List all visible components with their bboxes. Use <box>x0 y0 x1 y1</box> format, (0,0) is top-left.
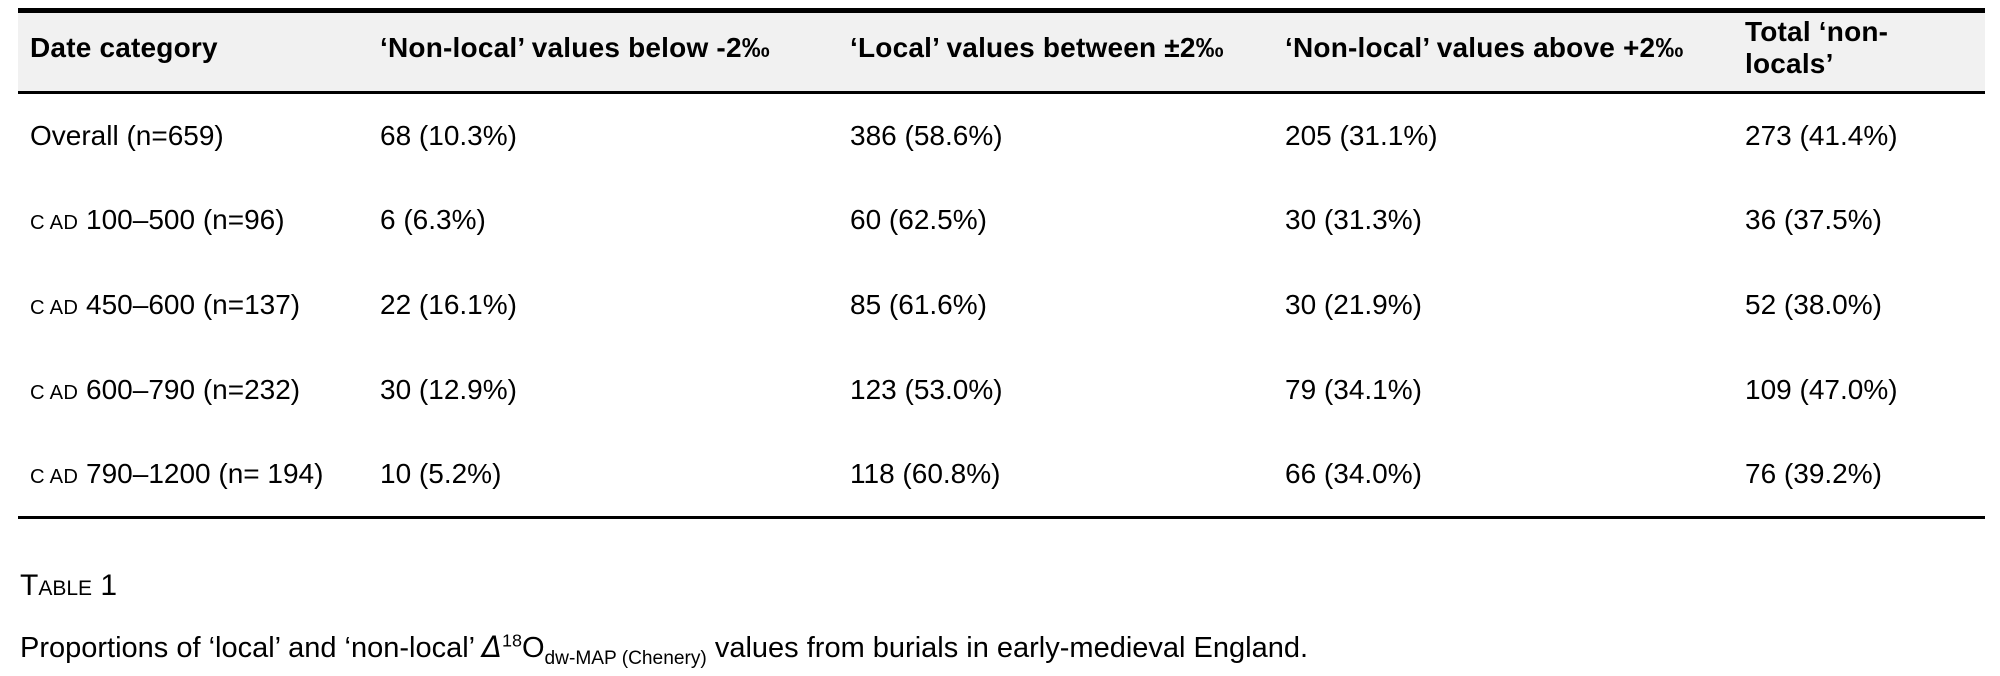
cell-total: 52 (38.0%) <box>1745 289 1882 320</box>
table-caption-text: Proportions of ‘local’ and ‘non-local’ Δ… <box>20 629 1985 669</box>
category-label: 600–790 (n=232) <box>78 374 301 405</box>
row-category: c AD 450–600 (n=137) <box>18 263 368 348</box>
row-category: c AD 600–790 (n=232) <box>18 348 368 433</box>
cell-local: 123 (53.0%) <box>850 374 1003 405</box>
caption-text-after: values from burials in early-medieval En… <box>706 632 1309 664</box>
results-table: Date category ‘Non-local’ values below -… <box>18 8 1985 519</box>
cell-local: 118 (60.8%) <box>850 458 1001 490</box>
column-header-total: Total ‘non-locals’ <box>1745 16 1889 79</box>
circa-prefix: c AD <box>30 382 79 404</box>
table-row-790-1200: c AD 790–1200 (n= 194) 10 (5.2%) 118 (60… <box>18 433 1985 518</box>
category-label: 450–600 (n=137) <box>78 289 301 320</box>
table-row-450-600: c AD 450–600 (n=137) 22 (16.1%) 85 (61.6… <box>18 263 1985 348</box>
row-category: c AD 100–500 (n=96) <box>18 178 368 263</box>
table-body: Overall (n=659) 68 (10.3%) 386 (58.6%) 2… <box>18 93 1985 518</box>
category-label: 790–1200 (n= 194) <box>78 458 324 490</box>
cell-total: 36 (37.5%) <box>1745 204 1882 235</box>
table-row-600-790: c AD 600–790 (n=232) 30 (12.9%) 123 (53.… <box>18 348 1985 433</box>
cell-total: 76 (39.2%) <box>1745 458 1882 490</box>
row-category: Overall (n=659) <box>18 93 368 178</box>
header-row: Date category ‘Non-local’ values below -… <box>18 10 1985 93</box>
isotope-superscript: 18 <box>501 630 522 651</box>
table-caption-label: Table 1 <box>20 569 118 602</box>
circa-prefix: c AD <box>30 297 79 319</box>
cell-below: 10 (5.2%) <box>380 458 502 490</box>
column-header-above: ‘Non-local’ values above +2‰ <box>1285 32 1684 63</box>
cell-local: 85 (61.6%) <box>850 289 987 320</box>
cell-local: 386 (58.6%) <box>850 119 1003 151</box>
cell-above: 30 (31.3%) <box>1285 204 1422 235</box>
circa-prefix: c AD <box>30 212 79 234</box>
table-row-100-500: c AD 100–500 (n=96) 6 (6.3%) 60 (62.5%) … <box>18 178 1985 263</box>
category-label: Overall (n=659) <box>30 119 224 151</box>
table-header: Date category ‘Non-local’ values below -… <box>18 10 1985 93</box>
caption-block: Table 1 Proportions of ‘local’ and ‘non-… <box>18 569 1985 669</box>
cell-above: 205 (31.1%) <box>1285 119 1438 151</box>
cell-total: 109 (47.0%) <box>1745 374 1898 405</box>
cell-local: 60 (62.5%) <box>850 204 987 235</box>
cell-above: 66 (34.0%) <box>1285 458 1422 490</box>
delta-symbol: Δ <box>482 630 502 664</box>
cell-above: 79 (34.1%) <box>1285 374 1422 405</box>
column-header-date-category: Date category <box>30 32 218 63</box>
column-header-below: ‘Non-local’ values below -2‰ <box>380 32 770 63</box>
cell-below: 30 (12.9%) <box>380 374 517 405</box>
row-category: c AD 790–1200 (n= 194) <box>18 433 368 518</box>
cell-above: 30 (21.9%) <box>1285 289 1422 320</box>
cell-below: 22 (16.1%) <box>380 289 517 320</box>
column-header-local: ‘Local’ values between ±2‰ <box>850 32 1224 63</box>
table-row-overall: Overall (n=659) 68 (10.3%) 386 (58.6%) 2… <box>18 93 1985 178</box>
element-symbol: O <box>521 632 545 664</box>
category-label: 100–500 (n=96) <box>78 204 285 235</box>
caption-text-before: Proportions of ‘local’ and ‘non-local’ <box>20 632 483 664</box>
circa-prefix: c AD <box>30 466 79 489</box>
cell-total: 273 (41.4%) <box>1745 119 1898 151</box>
cell-below: 6 (6.3%) <box>380 204 486 235</box>
cell-below: 68 (10.3%) <box>380 119 517 151</box>
notation-subscript: dw-MAP (Chenery) <box>544 647 707 669</box>
